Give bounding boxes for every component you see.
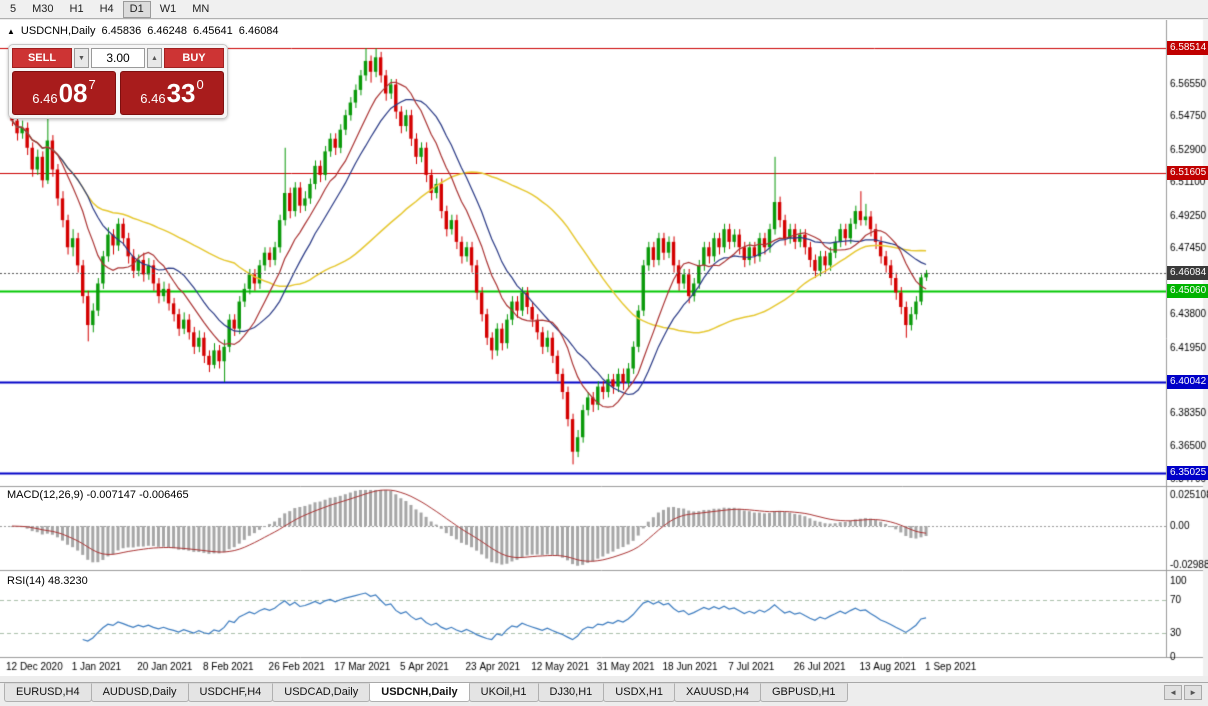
sell-button[interactable]: SELL	[12, 48, 72, 68]
tab-scroll-buttons: ◄ ►	[1164, 683, 1202, 700]
price-level-badge: 6.51605	[1167, 166, 1208, 180]
volume-input[interactable]	[91, 48, 145, 68]
chart-tab-xauusd-h4[interactable]: XAUUSD,H4	[673, 683, 761, 702]
price-chart[interactable]	[0, 20, 1208, 676]
buy-price-prefix: 6.46	[140, 90, 166, 106]
chart-tab-usdcad-daily[interactable]: USDCAD,Daily	[272, 683, 371, 702]
sell-price-big: 08	[58, 78, 88, 108]
tab-scroll-left-icon[interactable]: ◄	[1164, 685, 1183, 700]
rsi-indicator-label: RSI(14) 48.3230	[7, 575, 88, 587]
timeframe-button-h4[interactable]: H4	[99, 2, 114, 15]
chart-tab-usdx-h1[interactable]: USDX,H1	[603, 683, 675, 702]
buy-price-big: 33	[166, 78, 196, 108]
price-level-badge: 6.45060	[1167, 284, 1208, 298]
symbol-label: USDCNH,Daily	[20, 25, 96, 37]
chart-tab-dj30-h1[interactable]: DJ30,H1	[537, 683, 605, 702]
chart-tab-gbpusd-h1[interactable]: GBPUSD,H1	[759, 683, 848, 702]
chart-tab-audusd-daily[interactable]: AUDUSD,Daily	[90, 683, 189, 702]
sell-price-display[interactable]: 6.46 08 7	[12, 71, 116, 115]
timeframe-button-d1[interactable]: D1	[122, 0, 151, 18]
macd-indicator-label: MACD(12,26,9) -0.007147 -0.006465	[7, 489, 189, 501]
timeframe-button-mn[interactable]: MN	[192, 2, 210, 15]
sell-price-prefix: 6.46	[32, 90, 58, 106]
chart-tab-usdcnh-daily[interactable]: USDCNH,Daily	[369, 683, 470, 702]
volume-decrease-button[interactable]: ▼	[74, 48, 89, 68]
chart-symbol-header: ▲ USDCNH,Daily 6.45836 6.46248 6.45641 6…	[7, 25, 279, 37]
buy-button[interactable]: BUY	[164, 48, 224, 68]
chart-tab-ukoil-h1[interactable]: UKOil,H1	[468, 683, 539, 702]
sell-price-sup: 7	[88, 77, 96, 92]
tab-scroll-right-icon[interactable]: ►	[1184, 685, 1202, 700]
timeframe-toolbar: 5 M30 H1 H4 D1 W1 MN	[0, 0, 1208, 19]
up-arrow-icon: ▲	[151, 54, 158, 62]
ohlc-open: 6.45836	[101, 25, 142, 37]
timeframe-button-m30[interactable]: M30	[32, 2, 54, 15]
timeframe-button-w1[interactable]: W1	[159, 2, 177, 15]
price-level-badge: 6.35025	[1167, 466, 1208, 480]
chart-tab-eurusd-h4[interactable]: EURUSD,H4	[4, 683, 92, 702]
buy-price-sup: 0	[196, 77, 204, 92]
chart-tabs-bar: EURUSD,H4 AUDUSD,Daily USDCHF,H4 USDCAD,Dai…	[0, 682, 1208, 706]
ohlc-close: 6.46084	[238, 25, 279, 37]
down-arrow-icon: ▼	[78, 54, 85, 62]
price-level-badge: 6.40042	[1167, 375, 1208, 389]
current-price-badge: 6.46084	[1167, 266, 1208, 280]
ohlc-high: 6.46248	[147, 25, 188, 37]
timeframe-button-h1[interactable]: H1	[69, 2, 84, 15]
price-level-badge: 6.58514	[1167, 41, 1208, 55]
buy-price-display[interactable]: 6.46 33 0	[120, 71, 224, 115]
chart-tab-usdchf-h4[interactable]: USDCHF,H4	[187, 683, 274, 702]
timeframe-button-5[interactable]: 5	[10, 2, 17, 15]
volume-increase-button[interactable]: ▲	[147, 48, 162, 68]
ohlc-low: 6.45641	[193, 25, 233, 37]
symbol-triangle-icon: ▲	[7, 26, 15, 36]
